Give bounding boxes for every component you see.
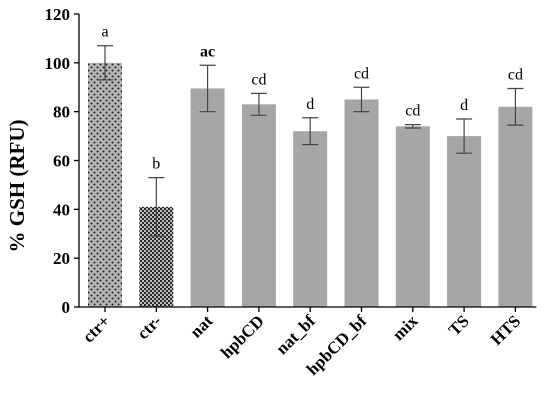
significance-label-nat: ac [200,43,215,60]
significance-label-hpbCD: cd [251,71,266,88]
significance-label-nat_bf: d [306,96,314,113]
significance-label-mix: cd [405,103,420,120]
significance-label-ctr+: a [101,24,108,41]
bars-group [88,62,533,308]
x-tick-label-hpbCD: hpbCD [217,311,268,362]
bar-hpbCD [241,104,276,307]
y-tick-label: 120 [45,5,71,24]
x-tick-label-nat: nat [186,311,216,341]
x-tick-label-ctr-: ctr- [133,311,165,343]
bar-mix [395,126,430,307]
error-bars-group [97,45,524,237]
bar-HTS [498,106,533,308]
significance-label-hpbCD_bf: cd [354,65,369,82]
x-tick-label-ctr+: ctr+ [79,311,114,346]
bar-ctr+ [88,62,122,308]
bar-nat [190,88,225,308]
y-axis-title: % GSH (RFU) [5,120,29,253]
bar-hpbCD_bf [344,99,379,307]
bar-TS [447,136,482,307]
x-tick-label-TS: TS [445,311,473,339]
y-tick-label: 40 [53,200,70,219]
y-tick-label: 0 [62,298,71,317]
y-tick-label: 20 [53,249,70,268]
y-tick-label: 60 [53,152,70,171]
x-tick-label-HTS: HTS [487,311,524,348]
bar-nat_bf [293,131,328,307]
y-axis: 0 20 40 60 80 100 120 [45,5,80,317]
y-tick-label: 80 [53,103,70,122]
significance-label-HTS: cd [508,66,523,83]
x-tick-label-mix: mix [389,311,422,344]
significance-label-TS: d [460,97,468,114]
x-tick-label-nat_bf: nat_bf [272,311,319,358]
significance-label-ctr-: b [152,156,160,173]
y-tick-label: 100 [45,54,71,73]
significance-labels-group: a b ac cd d cd cd d cd [101,24,523,173]
